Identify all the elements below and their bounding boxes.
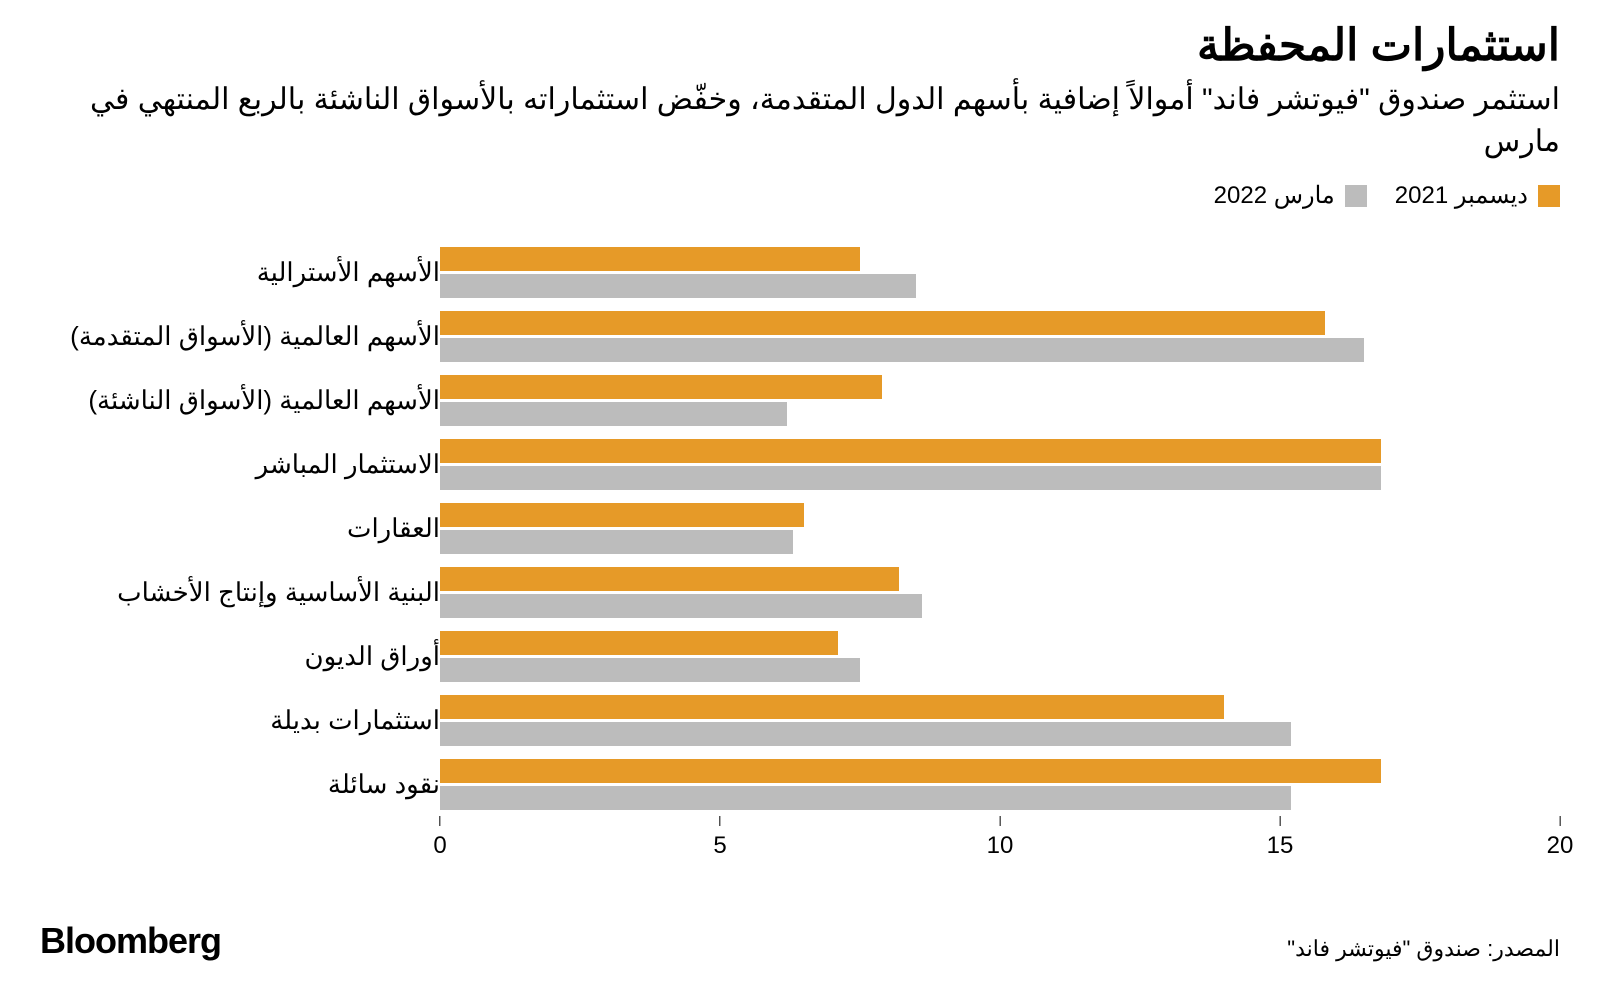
bar-group (440, 752, 1560, 816)
chart-title: استثمارات المحفظة (40, 20, 1560, 71)
category-label: نقود سائلة (40, 769, 440, 800)
chart-row: الاستثمار المباشر (40, 432, 1560, 496)
bar-series2 (440, 274, 916, 298)
legend-label-series1: ديسمبر 2021 (1395, 181, 1528, 210)
chart-row: أوراق الديون (40, 624, 1560, 688)
legend-label-series2: مارس 2022 (1214, 181, 1335, 210)
legend: ديسمبر 2021 مارس 2022 (40, 181, 1560, 210)
bar-series1 (440, 503, 804, 527)
source-text: المصدر: صندوق "فيوتشر فاند" (1287, 936, 1560, 962)
category-label: الأسهم العالمية (الأسواق المتقدمة) (40, 321, 440, 352)
chart-row: الأسهم الأسترالية (40, 240, 1560, 304)
footer: Bloomberg المصدر: صندوق "فيوتشر فاند" (40, 920, 1560, 962)
x-axis: 05101520 (40, 816, 1560, 866)
bar-series2 (440, 658, 860, 682)
category-label: أوراق الديون (40, 641, 440, 672)
chart-row: البنية الأساسية وإنتاج الأخشاب (40, 560, 1560, 624)
bar-series2 (440, 530, 793, 554)
chart-row: العقارات (40, 496, 1560, 560)
bar-group (440, 432, 1560, 496)
bar-series1 (440, 759, 1381, 783)
bar-group (440, 304, 1560, 368)
bar-series2 (440, 466, 1381, 490)
bar-series1 (440, 631, 838, 655)
bar-series1 (440, 439, 1381, 463)
bar-group (440, 240, 1560, 304)
legend-swatch-series1 (1538, 185, 1560, 207)
bar-group (440, 560, 1560, 624)
bar-series1 (440, 375, 882, 399)
bar-series1 (440, 695, 1224, 719)
category-label: الأسهم العالمية (الأسواق الناشئة) (40, 385, 440, 416)
bar-series1 (440, 567, 899, 591)
bar-series2 (440, 722, 1291, 746)
chart-row: نقود سائلة (40, 752, 1560, 816)
category-label: الأسهم الأسترالية (40, 257, 440, 288)
bar-group (440, 496, 1560, 560)
brand-logo: Bloomberg (40, 920, 221, 962)
bar-series1 (440, 311, 1325, 335)
bar-group (440, 688, 1560, 752)
bar-group (440, 368, 1560, 432)
legend-swatch-series2 (1345, 185, 1367, 207)
chart-subtitle: استثمر صندوق "فيوتشر فاند" أموالاً إضافي… (40, 79, 1560, 163)
legend-item-series2: مارس 2022 (1214, 181, 1367, 210)
bar-series2 (440, 786, 1291, 810)
x-tick: 15 (1267, 816, 1294, 860)
x-tick: 10 (987, 816, 1014, 860)
bar-group (440, 624, 1560, 688)
x-tick: 0 (433, 816, 446, 860)
bar-series1 (440, 247, 860, 271)
category-label: الاستثمار المباشر (40, 449, 440, 480)
category-label: البنية الأساسية وإنتاج الأخشاب (40, 577, 440, 608)
chart-row: استثمارات بديلة (40, 688, 1560, 752)
chart-row: الأسهم العالمية (الأسواق الناشئة) (40, 368, 1560, 432)
legend-item-series1: ديسمبر 2021 (1395, 181, 1560, 210)
bar-series2 (440, 402, 787, 426)
x-tick: 5 (713, 816, 726, 860)
bar-series2 (440, 338, 1364, 362)
chart-row: الأسهم العالمية (الأسواق المتقدمة) (40, 304, 1560, 368)
category-label: العقارات (40, 513, 440, 544)
bar-series2 (440, 594, 922, 618)
x-tick: 20 (1547, 816, 1574, 860)
plot-area: الأسهم الأسترالية الأسهم العالمية (الأسوا… (40, 240, 1560, 880)
category-label: استثمارات بديلة (40, 705, 440, 736)
